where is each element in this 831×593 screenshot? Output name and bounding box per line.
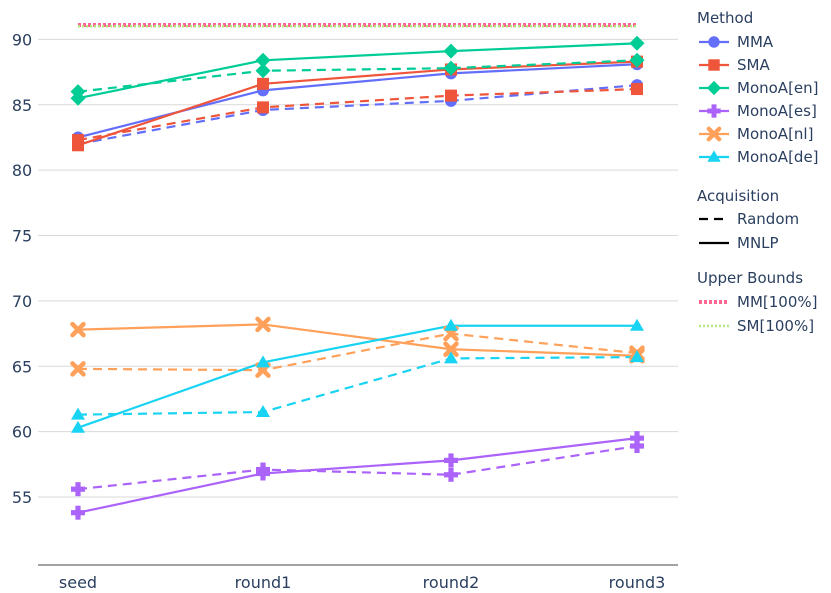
legend-label-sma: SMA: [737, 56, 770, 74]
point-monoa-de-random-seed: [71, 407, 85, 420]
gridlines: [38, 38, 678, 498]
series-line-mma-random: [77, 84, 638, 146]
y-tick-label-75: 75: [12, 227, 32, 246]
y-tick-label-55: 55: [12, 488, 32, 507]
legend-marker-monoa-en: [706, 80, 722, 96]
point-monoa-es-mnlp-round1: [256, 466, 270, 481]
point-monoa-es-random-round2: [444, 467, 458, 482]
point-monoa-en-mnlp-round3: [629, 35, 645, 51]
series-line-monoa-es-mnlp: [77, 437, 638, 514]
upper-bound-lines: [78, 22, 637, 28]
series-line-sma-random: [77, 87, 638, 142]
point-monoa-de-mnlp-round1: [256, 355, 270, 368]
point-monoa-nl-mnlp-seed: [70, 321, 86, 338]
point-monoa-de-mnlp-seed: [71, 420, 85, 433]
legend-item-monoa-de[interactable]: MonoA[de]: [699, 148, 819, 166]
x-tick-label-round1: round1: [235, 573, 292, 592]
series-line-monoa-de-mnlp: [77, 324, 637, 429]
legend-label-monoa-en: MonoA[en]: [737, 79, 819, 97]
legend-item-monoa-nl[interactable]: MonoA[nl]: [699, 125, 813, 143]
legend-label-monoa-es: MonoA[es]: [737, 102, 817, 120]
legend-label-mnlp: MNLP: [737, 234, 779, 252]
y-tick-label-70: 70: [12, 292, 32, 311]
legend-label-sm-100: SM[100%]: [737, 317, 814, 335]
point-monoa-es-mnlp-round2: [444, 453, 458, 468]
point-sma-mnlp-round1: [257, 77, 269, 90]
legend-marker-sma: [708, 59, 720, 71]
point-sma-random-round2: [445, 89, 457, 102]
x-tick-label-seed: seed: [59, 573, 97, 592]
legend-item-monoa-es[interactable]: MonoA[es]: [699, 102, 817, 120]
point-monoa-nl-mnlp-round2: [443, 341, 459, 358]
series-lines: [77, 42, 638, 514]
legend-title-acquisition: Acquisition: [697, 187, 779, 205]
legend-marker-monoa-nl: [706, 126, 722, 142]
legend-title-upper-bounds: Upper Bounds: [697, 269, 803, 287]
point-monoa-nl-mnlp-round1: [255, 316, 271, 333]
legend-label-random: Random: [737, 210, 799, 228]
series-line-sma-mnlp: [77, 60, 638, 147]
legend-marker-monoa-es: [707, 104, 721, 118]
legend-item-random[interactable]: Random: [699, 210, 799, 228]
y-tick-label-90: 90: [12, 30, 32, 49]
series-line-monoa-en-mnlp: [77, 42, 638, 100]
series-line-monoa-es-random: [77, 444, 638, 491]
point-monoa-en-mnlp-seed: [70, 90, 86, 106]
legend[interactable]: Method MMA SMA MonoA[en] MonoA[es] MonoA[nl] M…: [697, 9, 819, 335]
point-monoa-es-mnlp-round3: [630, 431, 644, 446]
point-monoa-en-random-round2: [443, 60, 459, 76]
legend-item-mma[interactable]: MMA: [699, 33, 774, 51]
series-line-monoa-nl-random: [77, 332, 638, 372]
legend-item-mnlp[interactable]: MNLP: [699, 234, 779, 252]
point-monoa-de-random-round1: [256, 405, 270, 418]
y-tick-label-60: 60: [12, 423, 32, 442]
point-monoa-en-random-round3: [629, 52, 645, 68]
legend-label-mm-100: MM[100%]: [737, 293, 817, 311]
y-tick-label-80: 80: [12, 161, 32, 180]
point-monoa-en-mnlp-round2: [443, 43, 459, 59]
point-monoa-es-random-round3: [630, 439, 644, 454]
legend-marker-monoa-de: [707, 150, 721, 162]
series-line-mma-mnlp: [77, 63, 638, 139]
legend-item-sm-100[interactable]: SM[100%]: [699, 317, 814, 335]
legend-item-mm-100[interactable]: MM[100%]: [699, 293, 817, 311]
legend-label-mma: MMA: [737, 33, 774, 51]
y-tick-label-85: 85: [12, 96, 32, 115]
legend-label-monoa-de: MonoA[de]: [737, 148, 819, 166]
point-monoa-de-mnlp-round3: [630, 318, 644, 331]
point-monoa-de-random-round3: [630, 350, 644, 363]
point-sma-random-round3: [631, 83, 643, 96]
point-monoa-de-random-round2: [444, 351, 458, 364]
point-sma-random-round1: [257, 101, 269, 114]
series-markers: [70, 35, 645, 520]
legend-item-sma[interactable]: SMA: [699, 56, 770, 74]
legend-title-method: Method: [697, 9, 753, 27]
axis-ticks: 55 60 65 70 75 80 85 90 seed round1 round2 round3: [12, 30, 666, 592]
y-tick-label-65: 65: [12, 357, 32, 376]
legend-marker-mma: [708, 36, 720, 48]
point-monoa-en-random-round1: [255, 63, 271, 79]
x-tick-label-round2: round2: [423, 573, 480, 592]
series-line-monoa-de-random: [77, 356, 638, 416]
point-monoa-es-random-seed: [71, 482, 85, 497]
legend-label-monoa-nl: MonoA[nl]: [737, 125, 813, 143]
point-monoa-es-mnlp-seed: [71, 505, 85, 520]
point-sma-mnlp-seed: [72, 139, 84, 152]
series-line-monoa-en-random: [77, 59, 638, 93]
legend-item-monoa-en[interactable]: MonoA[en]: [699, 79, 819, 97]
x-tick-label-round3: round3: [609, 573, 666, 592]
point-monoa-en-mnlp-round1: [255, 52, 271, 68]
point-monoa-de-mnlp-round2: [444, 318, 458, 331]
series-line-monoa-nl-mnlp: [77, 323, 638, 357]
point-monoa-nl-random-seed: [70, 361, 86, 377]
